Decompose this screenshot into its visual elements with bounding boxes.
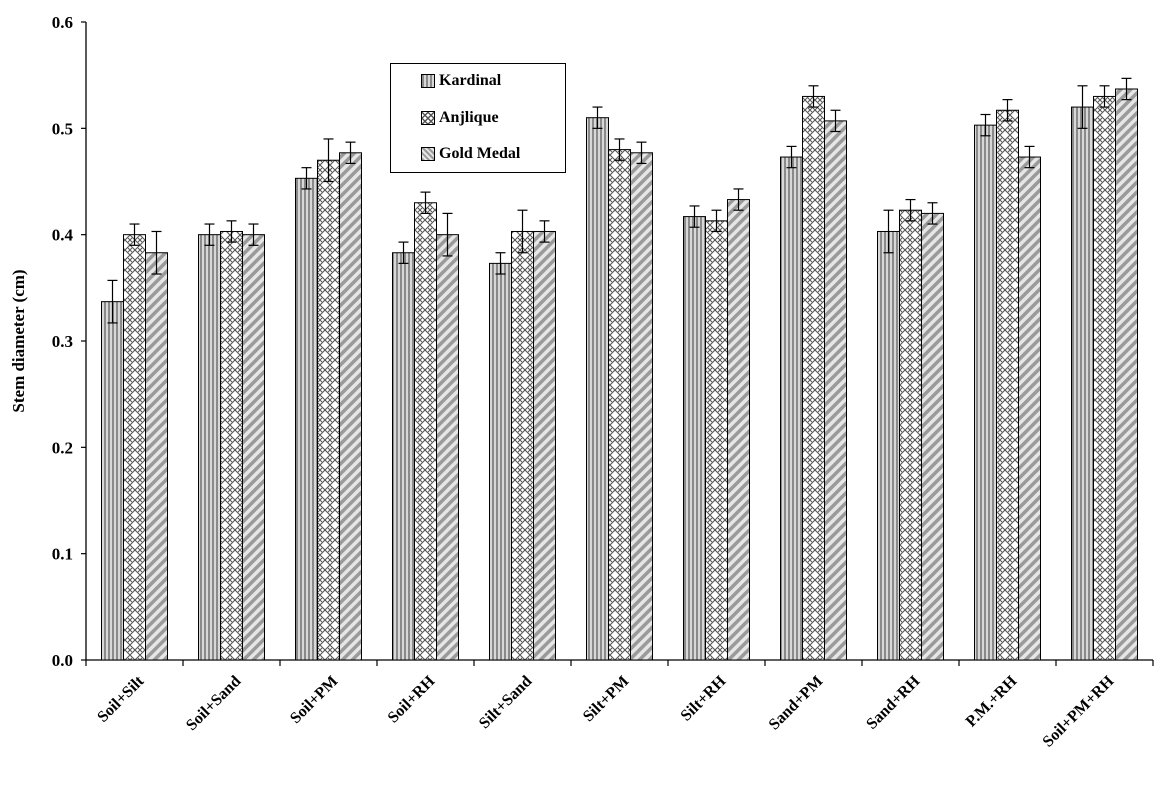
bar: [1071, 106, 1094, 661]
legend-swatch-kardinal: [421, 74, 435, 88]
y-tick-label: 0.0: [52, 651, 73, 670]
bar: [533, 230, 556, 661]
x-tick-label: Silt+PM: [580, 673, 632, 725]
legend-swatch-gold-medal: [421, 147, 435, 161]
x-tick-label: Silt+RH: [678, 672, 730, 724]
bar: [780, 156, 803, 661]
y-tick-label: 0.1: [52, 545, 73, 564]
y-tick-label: 0.5: [52, 119, 73, 138]
legend-item-kardinal: Kardinal: [421, 71, 501, 91]
bar: [1115, 88, 1138, 661]
legend-label-anjlique: Anjlique: [439, 109, 499, 126]
bar: [683, 216, 706, 661]
y-tick-label: 0.2: [52, 438, 73, 457]
bar: [511, 230, 534, 661]
x-tick-label: Soil+Silt: [94, 672, 148, 726]
bar: [414, 202, 437, 661]
x-tick-label: Silt+Sand: [476, 673, 535, 732]
x-tick-label: Soil+PM: [287, 673, 341, 727]
y-axis-label: Stem diameter (cm): [9, 269, 28, 412]
y-tick-label: 0.4: [52, 226, 74, 245]
bar: [921, 212, 944, 661]
legend-label-kardinal: Kardinal: [439, 72, 502, 89]
bar: [974, 124, 997, 661]
bar: [295, 177, 318, 661]
bar: [436, 234, 459, 661]
bar: [899, 209, 922, 661]
bar: [630, 152, 653, 661]
bar: [145, 252, 168, 661]
bar: [877, 230, 900, 661]
legend-item-gold-medal: Gold Medal: [421, 144, 520, 164]
legend-item-anjlique: Anjlique: [421, 108, 499, 128]
x-tick-label: Sand+PM: [766, 673, 827, 734]
y-tick-label: 0.6: [52, 13, 73, 32]
bars: [101, 77, 1138, 661]
bar: [727, 199, 750, 661]
bar: [705, 220, 728, 661]
legend-label-gold-medal: Gold Medal: [439, 145, 521, 162]
bar: [586, 117, 609, 661]
x-tick-label: Soil+Sand: [183, 673, 244, 734]
x-tick-label: Soil+RH: [385, 672, 439, 726]
x-tick-label: P.M.+RH: [963, 672, 1021, 730]
bar: [824, 120, 847, 661]
bar: [802, 95, 825, 661]
legend-swatch-anjlique: [421, 111, 435, 125]
y-tick-label: 0.3: [52, 332, 73, 351]
bar: [996, 109, 1019, 661]
bar: [220, 230, 243, 661]
bar: [123, 234, 146, 661]
bar: [101, 301, 124, 661]
bar: [317, 159, 340, 661]
bar: [198, 234, 221, 661]
bar: [608, 149, 631, 661]
bar: [1093, 95, 1116, 661]
bar: [242, 234, 265, 661]
bar: [489, 262, 512, 661]
x-tick-label: Soil+PM+RH: [1040, 672, 1118, 750]
bar: [1018, 156, 1041, 661]
bar: [392, 252, 415, 661]
bar: [339, 152, 362, 661]
legend: Kardinal Anjlique Gold Medal: [390, 63, 566, 173]
x-tick-label: Sand+RH: [863, 672, 923, 732]
